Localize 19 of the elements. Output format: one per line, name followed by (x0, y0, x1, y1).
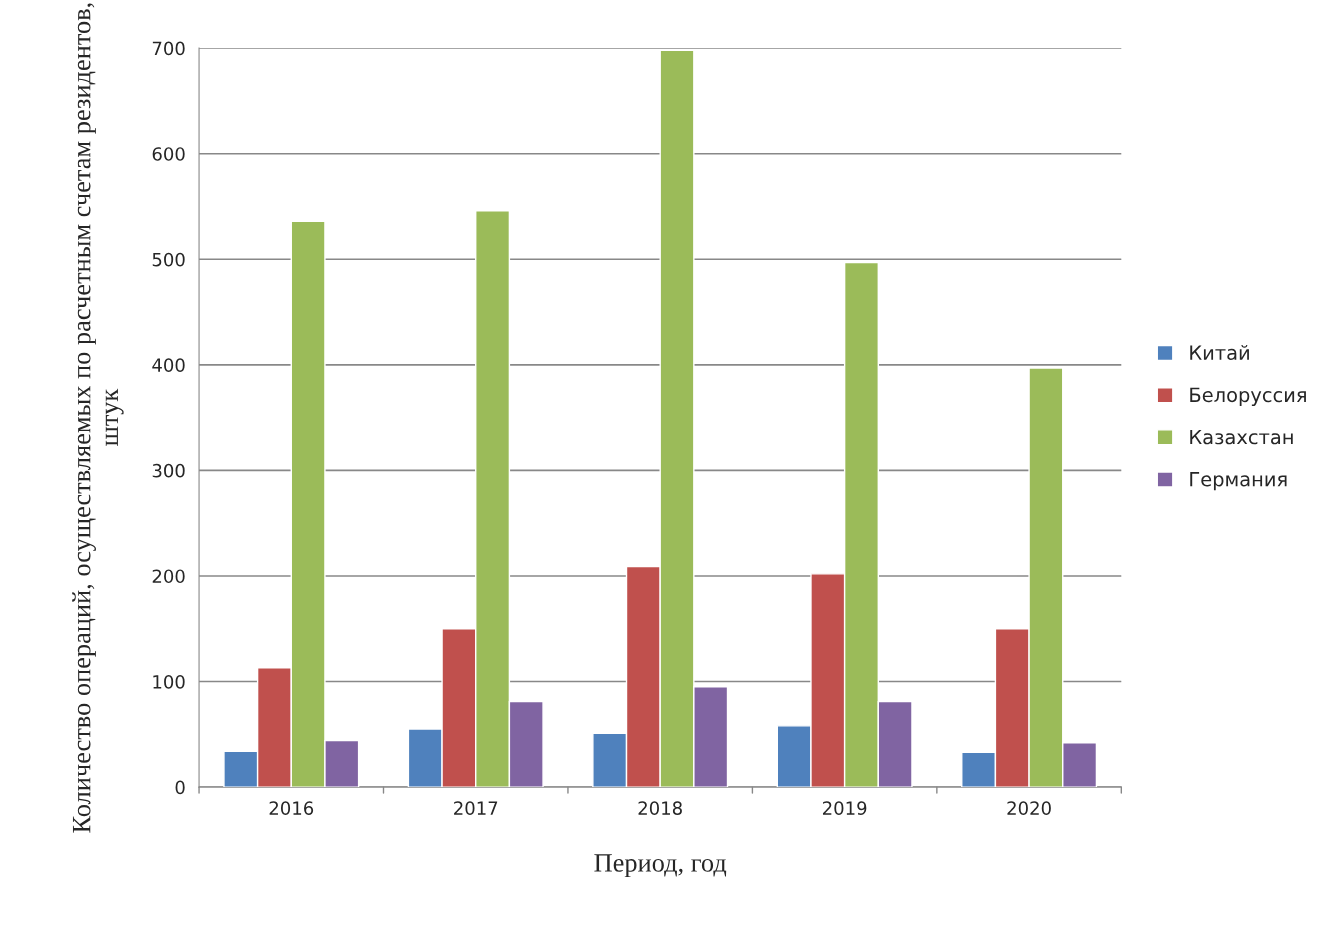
x-tick-label: 2016 (269, 801, 314, 815)
legend-label: Германия (1190, 472, 1287, 491)
x-tick-label: 2019 (822, 801, 867, 815)
x-axis-title: Период, год (594, 854, 727, 878)
y-axis-title: Количество операций, осуществляемых по расчетным счетам резидентов, штук (72, 3, 124, 833)
y-tick-label: 700 (152, 41, 185, 56)
x-tick-label: 2017 (454, 801, 498, 815)
legend-label: Казахстан (1190, 429, 1293, 445)
legend-label: Китай (1190, 345, 1249, 361)
y-tick-label: 600 (152, 147, 185, 161)
y-tick-label: 0 (175, 780, 185, 795)
x-tick-label: 2020 (1007, 801, 1051, 815)
x-tick-label: 2018 (638, 801, 682, 815)
legend-label: Белоруссия (1190, 387, 1306, 406)
y-tick-label: 100 (153, 675, 185, 689)
y-tick-label: 400 (152, 358, 185, 372)
y-tick-label: 300 (152, 463, 185, 478)
y-tick-label: 200 (152, 569, 185, 584)
y-tick-label: 500 (152, 252, 185, 267)
